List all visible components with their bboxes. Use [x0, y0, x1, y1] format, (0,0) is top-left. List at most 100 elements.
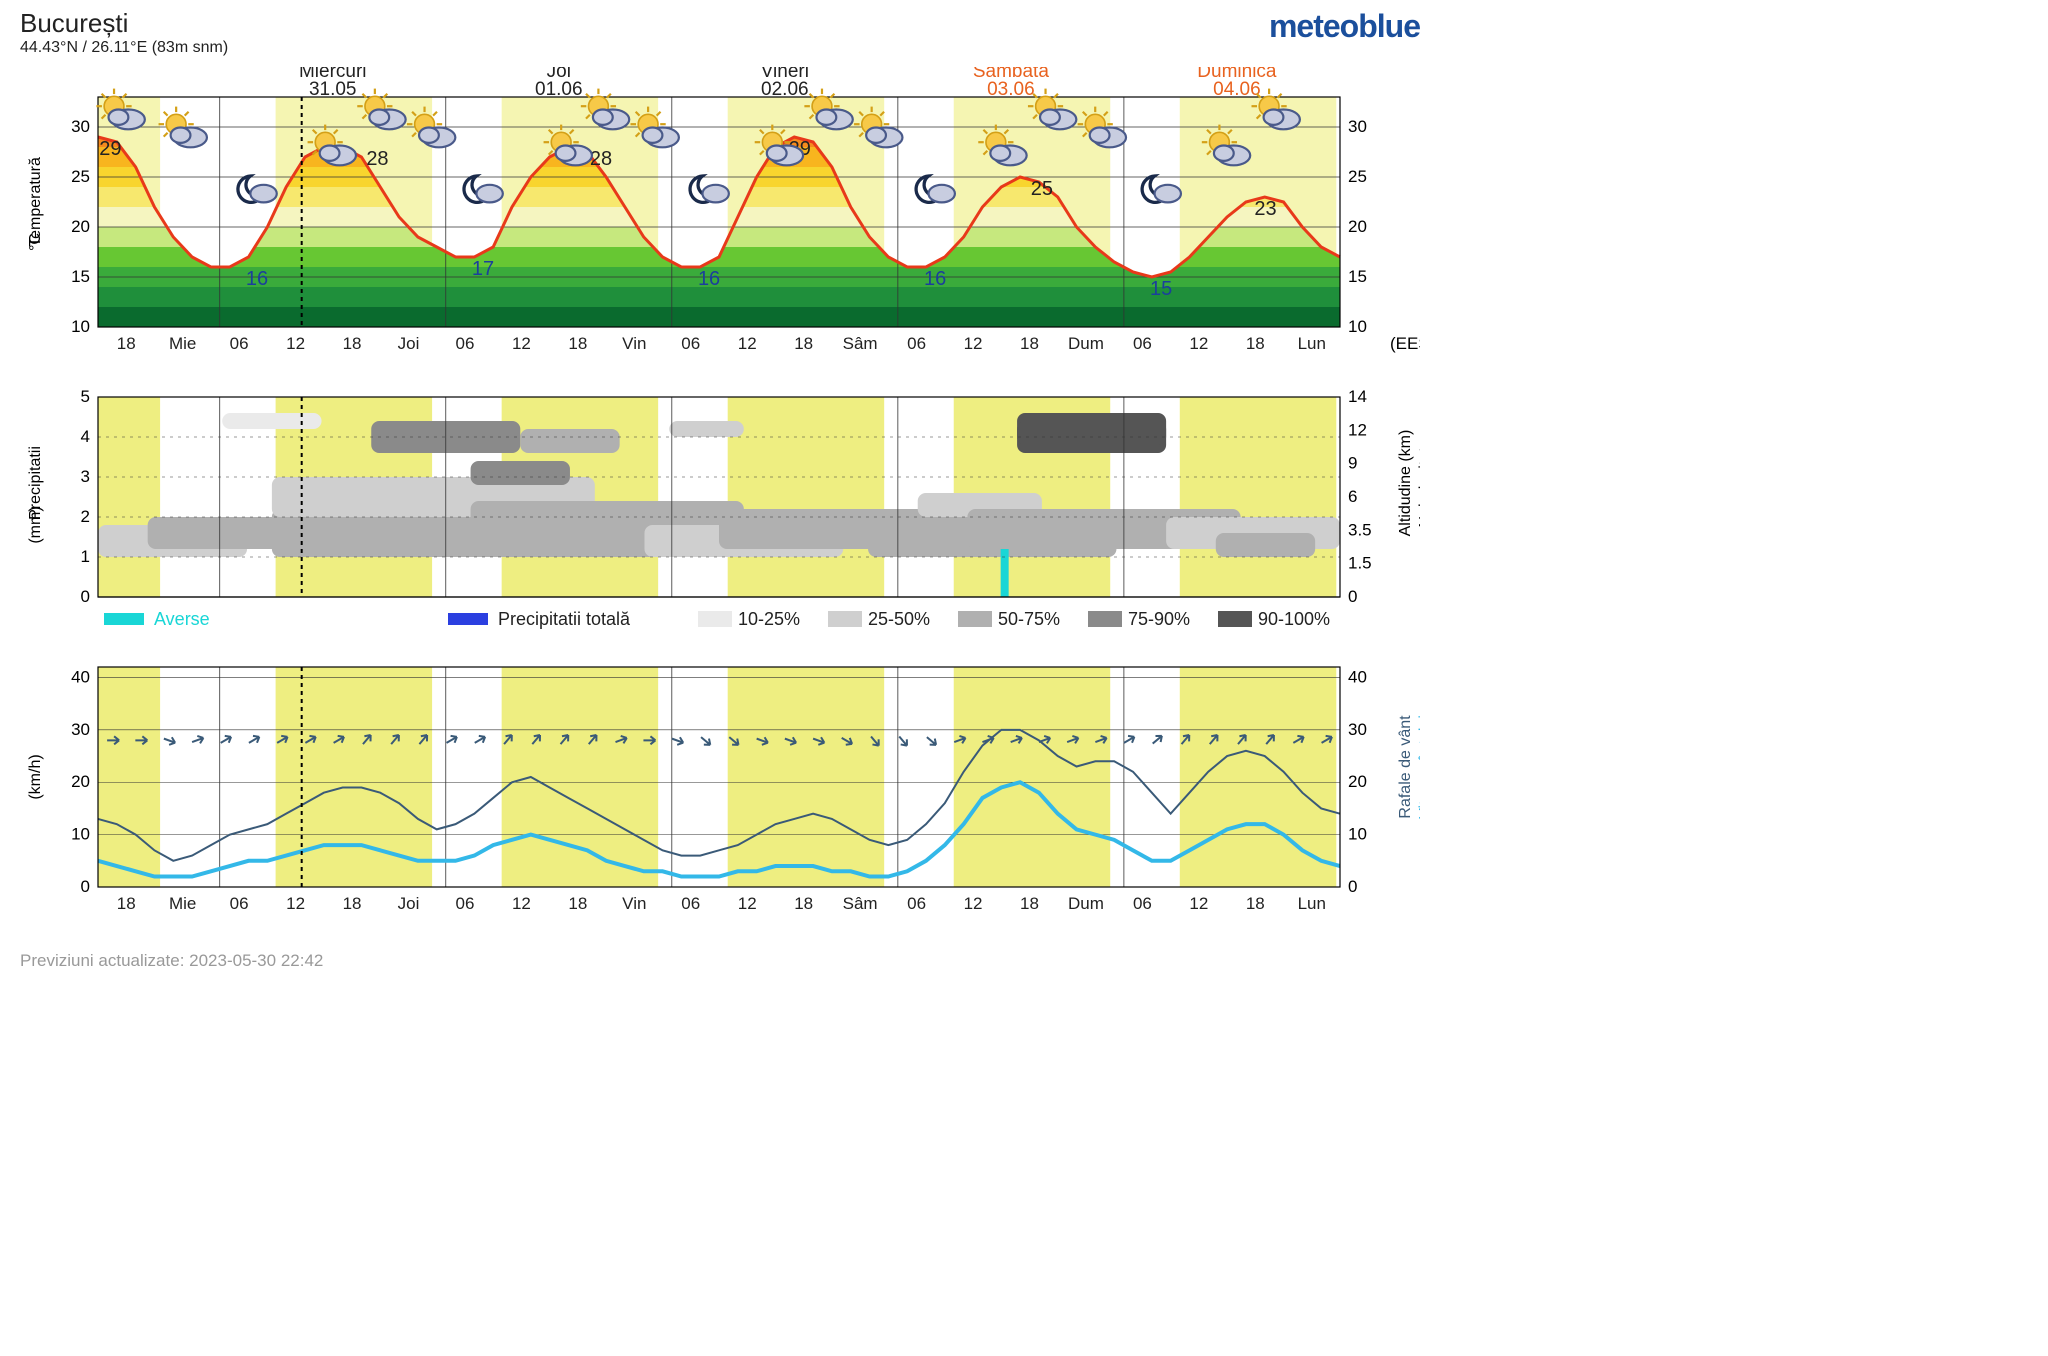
- svg-text:5: 5: [81, 387, 90, 406]
- svg-text:40: 40: [71, 667, 90, 686]
- svg-text:3.5: 3.5: [1348, 520, 1372, 539]
- svg-text:Sâm: Sâm: [843, 894, 878, 913]
- svg-text:0: 0: [1348, 587, 1357, 606]
- svg-text:01.06: 01.06: [535, 79, 583, 100]
- svg-text:18: 18: [568, 894, 587, 913]
- svg-text:06: 06: [1133, 334, 1152, 353]
- svg-text:10: 10: [1348, 317, 1367, 336]
- svg-text:(km/h): (km/h): [27, 754, 44, 799]
- svg-text:0: 0: [81, 877, 90, 896]
- svg-text:9: 9: [1348, 454, 1357, 473]
- svg-text:12: 12: [286, 334, 305, 353]
- svg-text:Joi: Joi: [398, 894, 420, 913]
- svg-text:25: 25: [1348, 167, 1367, 186]
- svg-text:28: 28: [366, 148, 388, 170]
- svg-text:20: 20: [71, 772, 90, 791]
- svg-text:Lun: Lun: [1298, 894, 1326, 913]
- svg-text:Vin: Vin: [622, 334, 646, 353]
- svg-text:12: 12: [738, 334, 757, 353]
- brand-logo: meteoblue: [1269, 8, 1420, 45]
- svg-text:Viteza vântului: Viteza vântului: [1417, 715, 1420, 819]
- footer-updated: Previziuni actualizate: 2023-05-30 22:42: [20, 951, 1420, 971]
- svg-text:Precipitatii totală: Precipitatii totală: [498, 609, 631, 629]
- svg-text:6: 6: [1348, 487, 1357, 506]
- svg-text:18: 18: [343, 334, 362, 353]
- svg-text:°C: °C: [27, 233, 44, 251]
- svg-text:20: 20: [71, 217, 90, 236]
- svg-text:Mie: Mie: [169, 894, 196, 913]
- svg-text:18: 18: [794, 334, 813, 353]
- svg-text:18: 18: [1020, 334, 1039, 353]
- svg-text:18: 18: [1246, 894, 1265, 913]
- svg-text:30: 30: [1348, 117, 1367, 136]
- svg-text:1: 1: [81, 547, 90, 566]
- svg-text:Sâm: Sâm: [843, 334, 878, 353]
- svg-text:06: 06: [455, 894, 474, 913]
- svg-text:06: 06: [907, 894, 926, 913]
- location-title: București: [20, 8, 228, 39]
- svg-text:18: 18: [1246, 334, 1265, 353]
- svg-text:06: 06: [1133, 894, 1152, 913]
- svg-text:12: 12: [512, 334, 531, 353]
- svg-text:25: 25: [1031, 178, 1053, 200]
- svg-text:12: 12: [286, 894, 305, 913]
- svg-text:10: 10: [71, 825, 90, 844]
- svg-text:23: 23: [1254, 198, 1276, 220]
- svg-text:Nebulozitate: Nebulozitate: [1417, 438, 1420, 527]
- svg-text:14: 14: [1348, 387, 1367, 406]
- svg-text:25-50%: 25-50%: [868, 609, 930, 629]
- svg-text:10: 10: [1348, 825, 1367, 844]
- svg-text:04.06: 04.06: [1213, 79, 1261, 100]
- svg-text:03.06: 03.06: [987, 79, 1035, 100]
- svg-text:(EEST): (EEST): [1390, 334, 1420, 353]
- svg-text:31.05: 31.05: [309, 79, 357, 100]
- svg-text:25: 25: [71, 167, 90, 186]
- svg-text:Lun: Lun: [1298, 334, 1326, 353]
- svg-text:06: 06: [230, 894, 249, 913]
- charts: 1010151520202525303029282829252316171616…: [20, 67, 1420, 947]
- location-subtitle: 44.43°N / 26.11°E (83m snm): [20, 39, 228, 57]
- svg-text:15: 15: [1348, 267, 1367, 286]
- svg-text:06: 06: [907, 334, 926, 353]
- svg-text:28: 28: [590, 148, 612, 170]
- svg-text:10: 10: [71, 317, 90, 336]
- svg-text:30: 30: [71, 117, 90, 136]
- svg-text:15: 15: [1150, 278, 1172, 300]
- svg-text:06: 06: [230, 334, 249, 353]
- svg-text:Rafale de vânt: Rafale de vânt: [1397, 715, 1414, 819]
- svg-text:06: 06: [681, 334, 700, 353]
- svg-text:17: 17: [472, 258, 494, 280]
- svg-text:Dum: Dum: [1068, 334, 1104, 353]
- svg-text:12: 12: [964, 334, 983, 353]
- svg-text:12: 12: [964, 894, 983, 913]
- svg-text:16: 16: [924, 268, 946, 290]
- svg-text:06: 06: [681, 894, 700, 913]
- svg-text:Joi: Joi: [398, 334, 420, 353]
- svg-text:12: 12: [1348, 420, 1367, 439]
- svg-text:30: 30: [1348, 720, 1367, 739]
- svg-text:4: 4: [81, 427, 90, 446]
- svg-text:90-100%: 90-100%: [1258, 609, 1330, 629]
- svg-text:0: 0: [1348, 877, 1357, 896]
- svg-text:12: 12: [1189, 894, 1208, 913]
- svg-text:15: 15: [71, 267, 90, 286]
- svg-text:Altidudine (km): Altidudine (km): [1397, 430, 1414, 537]
- svg-text:12: 12: [512, 894, 531, 913]
- svg-text:0: 0: [81, 587, 90, 606]
- svg-text:30: 30: [71, 720, 90, 739]
- svg-text:06: 06: [455, 334, 474, 353]
- svg-text:(mm): (mm): [27, 506, 44, 543]
- svg-text:3: 3: [81, 467, 90, 486]
- svg-text:12: 12: [738, 894, 757, 913]
- svg-text:18: 18: [568, 334, 587, 353]
- svg-text:Mie: Mie: [169, 334, 196, 353]
- svg-text:50-75%: 50-75%: [998, 609, 1060, 629]
- svg-text:20: 20: [1348, 772, 1367, 791]
- svg-text:75-90%: 75-90%: [1128, 609, 1190, 629]
- svg-text:10-25%: 10-25%: [738, 609, 800, 629]
- svg-text:16: 16: [246, 268, 268, 290]
- svg-text:2: 2: [81, 507, 90, 526]
- svg-text:18: 18: [794, 894, 813, 913]
- svg-text:Dum: Dum: [1068, 894, 1104, 913]
- svg-text:20: 20: [1348, 217, 1367, 236]
